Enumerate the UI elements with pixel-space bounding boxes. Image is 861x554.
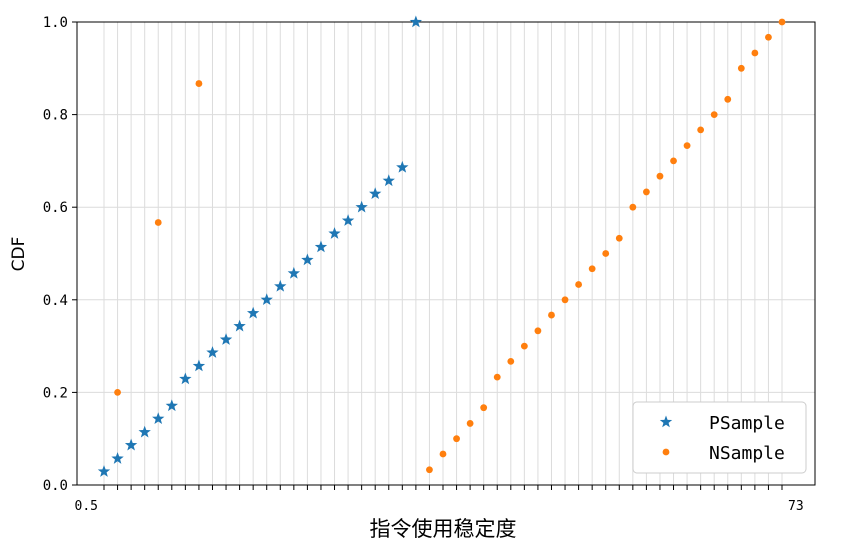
circle-point — [466, 420, 474, 427]
circle-point — [480, 404, 488, 412]
star-point — [382, 174, 395, 187]
circle-point — [520, 342, 528, 350]
legend-marker-psample — [659, 415, 673, 428]
circle-point — [507, 357, 515, 365]
y-tick-label: 1.0 — [43, 15, 68, 31]
x-axis-ticks: 0.5 73 — [75, 485, 804, 514]
circle-point — [629, 203, 637, 211]
y-tick-label: 0.8 — [43, 108, 68, 124]
x-tick-label-last: 73 — [788, 499, 804, 514]
y-tick-label: 0.4 — [43, 293, 68, 309]
star-point — [396, 160, 409, 173]
star-point — [355, 200, 368, 213]
circle-point — [683, 142, 691, 150]
circle-point — [575, 281, 582, 288]
circle-point — [602, 250, 610, 257]
circle-point — [710, 111, 718, 118]
circle-point — [615, 234, 623, 242]
star-point — [97, 465, 111, 477]
y-tick-label: 0.0 — [43, 478, 68, 494]
star-point — [165, 399, 178, 412]
circle-point — [765, 33, 772, 41]
star-point — [124, 438, 138, 451]
y-tick-label: 0.2 — [43, 385, 68, 401]
circle-point — [534, 327, 542, 335]
star-point — [246, 306, 260, 319]
star-point — [192, 359, 206, 372]
star-point — [274, 279, 287, 292]
star-point — [152, 412, 165, 425]
data-series — [97, 15, 786, 477]
star-point — [206, 346, 219, 358]
circle-point — [114, 389, 121, 396]
legend-label-psample: PSample — [709, 413, 785, 434]
legend-label-nsample: NSample — [709, 443, 785, 464]
plot-frame — [76, 21, 816, 486]
star-point — [301, 253, 314, 266]
star-point — [179, 372, 192, 385]
circle-point — [697, 126, 705, 134]
star-point — [233, 319, 246, 332]
circle-point — [737, 64, 745, 72]
legend-star-marker — [659, 415, 673, 428]
y-axis-title: CDF — [9, 237, 29, 272]
circle-point — [724, 95, 732, 103]
legend-marker-nsample — [662, 448, 670, 456]
star-point — [341, 214, 355, 226]
y-axis-ticks: 0.0 0.2 0.4 0.6 0.8 1.0 — [43, 15, 77, 494]
star-point — [111, 452, 124, 464]
circle-point — [493, 373, 501, 381]
legend-box — [632, 401, 807, 474]
y-tick-label: 0.6 — [43, 200, 68, 216]
star-point — [260, 293, 273, 306]
series-psample — [97, 15, 423, 477]
circle-point — [561, 296, 569, 304]
star-point — [369, 187, 382, 200]
star-point — [314, 240, 328, 253]
circle-point — [548, 311, 555, 319]
circle-point — [751, 49, 759, 57]
star-point — [409, 15, 423, 28]
legend-circle-marker — [662, 448, 670, 456]
legend: PSample NSample — [632, 401, 807, 474]
x-axis-title: 指令使用稳定度 — [370, 517, 517, 541]
star-point — [219, 333, 233, 345]
star-point — [138, 425, 151, 438]
star-point — [287, 266, 301, 279]
x-tick-label-first: 0.5 — [75, 499, 98, 514]
circle-point — [656, 172, 664, 180]
circle-point — [195, 80, 203, 87]
circle-point — [439, 450, 447, 458]
circle-point — [670, 157, 677, 165]
circle-point — [453, 435, 460, 443]
circle-point — [154, 219, 162, 226]
circle-point — [778, 18, 786, 26]
star-point — [328, 227, 341, 239]
circle-point — [588, 265, 596, 273]
circle-point — [643, 188, 650, 196]
circle-point — [426, 466, 433, 474]
series-nsample — [114, 18, 786, 474]
